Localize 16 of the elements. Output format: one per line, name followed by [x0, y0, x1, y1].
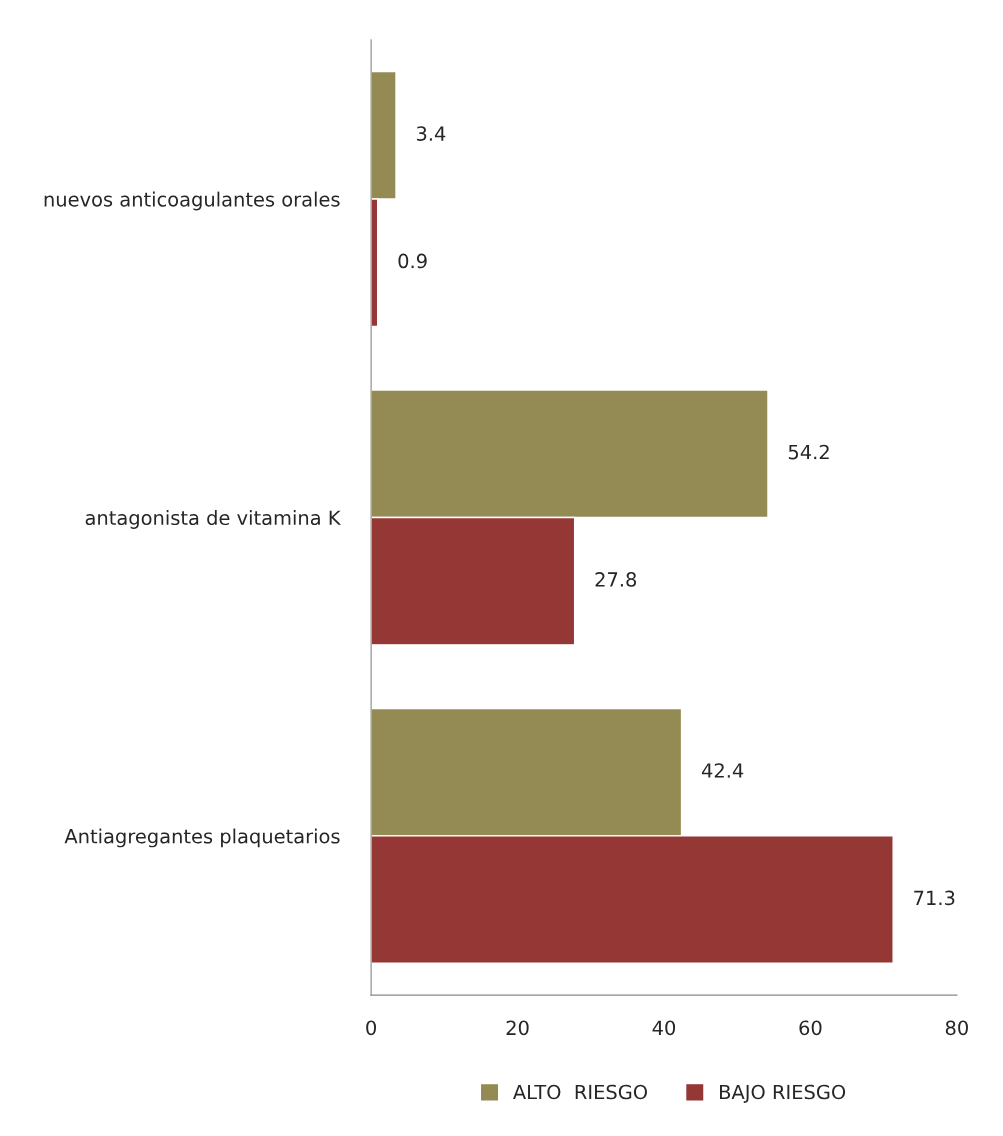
data-label: 27.8: [595, 572, 637, 587]
x-tick-label: 0: [366, 1020, 376, 1036]
x-tick-label: 80: [945, 1020, 968, 1036]
y-tick-label: antagonista de vitamina K: [85, 510, 341, 529]
data-label: 54.2: [788, 444, 829, 460]
x-tick-label: 20: [506, 1020, 529, 1036]
data-label: 71.3: [914, 890, 955, 906]
legend-label: ALTO RIESGO: [513, 1084, 648, 1100]
legend-label: BAJO RIESGO: [720, 1084, 846, 1103]
data-label: 42.4: [701, 763, 744, 778]
x-tick-label: 60: [799, 1020, 822, 1036]
x-tick-label: 40: [652, 1020, 676, 1036]
data-label: 0.9: [398, 253, 427, 269]
y-tick-label: Antiagregantes plaquetarios: [64, 828, 340, 848]
y-tick-label: nuevos anticoagulantes orales: [44, 191, 340, 211]
data-label: 3.4: [416, 126, 446, 141]
